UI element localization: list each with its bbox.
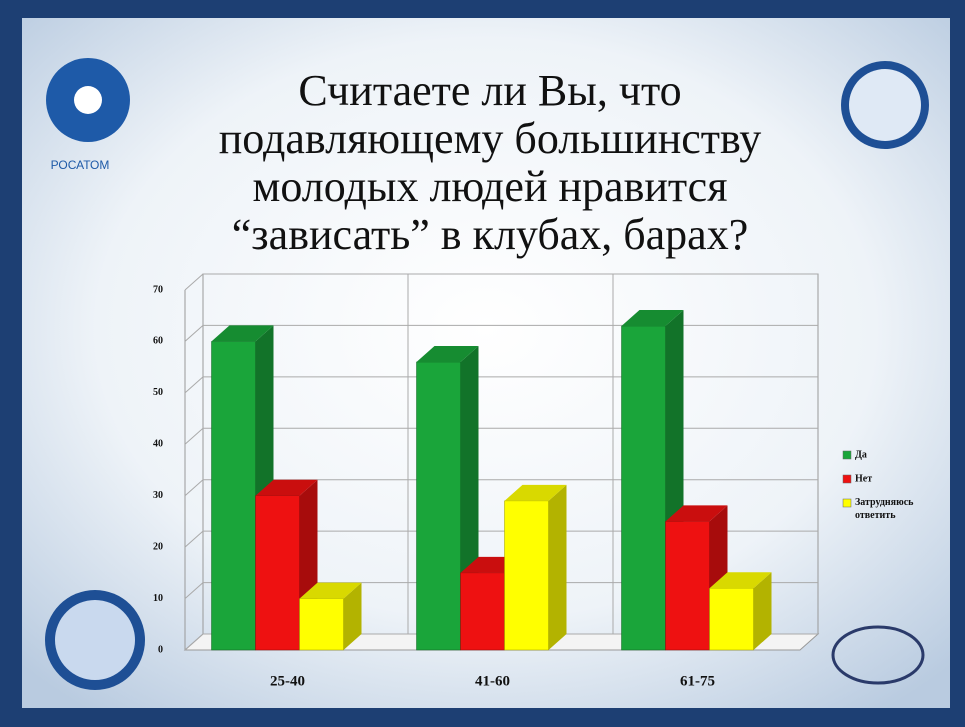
grid-line [184,325,204,342]
bar-front [504,500,549,651]
bar-side [753,572,772,650]
grid-line [184,376,204,394]
grid-line [184,633,204,651]
bar-front [460,572,505,651]
grid-line [184,582,204,599]
logo-text: РОСАТОМ [51,158,110,172]
bar-top [665,505,728,522]
bar-top [299,582,362,599]
bar-top [504,484,567,501]
y-tick-label: 50 [153,387,163,398]
bar-top [416,346,479,362]
bar-front [255,495,300,651]
grid-line [184,530,204,548]
legend-label: Да [855,449,867,460]
bar-front [416,361,461,651]
bar [504,484,567,651]
bar-front [211,341,256,651]
bar-top [621,310,684,326]
grid-line [184,479,204,497]
rosatom-logo: РОСАТОМ [46,58,130,172]
grid-line [184,427,204,445]
bar [299,582,362,651]
legend-label: Нет [855,473,872,484]
y-tick-label: 70 [153,284,163,295]
legend-line: Затрудняюсь [855,497,914,508]
bar-front [621,325,666,651]
y-tick-label: 40 [153,439,163,450]
bar-front [709,588,754,651]
bar-side [548,484,567,650]
x-tick-label: 25-40 [270,673,305,689]
legend-line: ответить [855,510,896,521]
bar-top [255,479,318,496]
y-tick-label: 30 [153,490,163,501]
bar-top [211,325,274,342]
bar-top [709,572,772,589]
emblem-logo [45,590,145,690]
legend-swatch [842,498,852,508]
bar-front [665,521,710,651]
y-tick-label: 0 [158,644,163,655]
legend-swatch [842,474,852,484]
chart-title: “зависать” в клубах, барах? [232,210,748,259]
grid-line [184,273,204,291]
y-tick-label: 10 [153,593,163,604]
bar-side [343,582,362,650]
legend-swatch [842,450,852,460]
bar-front [299,598,344,651]
chart-title: Считаете ли Вы, что [298,66,681,115]
city-logo [841,61,929,149]
x-tick-label: 61-75 [680,673,715,689]
x-tick-label: 41-60 [475,673,510,689]
y-tick-label: 60 [153,336,163,347]
chart-title: молодых людей нравится [253,162,728,211]
sarfti-logo [831,625,925,685]
y-tick-label: 20 [153,541,163,552]
chart-title: подавляющему большинству [219,114,762,163]
legend-label: Затрудняюсь ответить [855,497,914,521]
bar [709,572,772,651]
